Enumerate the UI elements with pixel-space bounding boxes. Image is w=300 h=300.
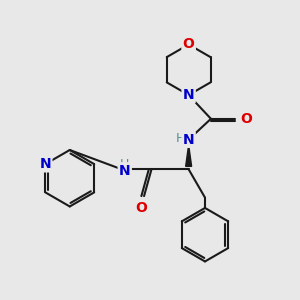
Text: N: N	[119, 164, 130, 178]
Text: O: O	[135, 201, 147, 215]
Text: H: H	[120, 158, 129, 171]
Text: N: N	[183, 133, 194, 147]
Text: N: N	[183, 88, 194, 102]
Text: N: N	[40, 157, 51, 171]
Text: H: H	[176, 132, 185, 145]
Text: O: O	[183, 38, 195, 52]
Text: O: O	[240, 112, 252, 126]
Polygon shape	[186, 145, 192, 166]
